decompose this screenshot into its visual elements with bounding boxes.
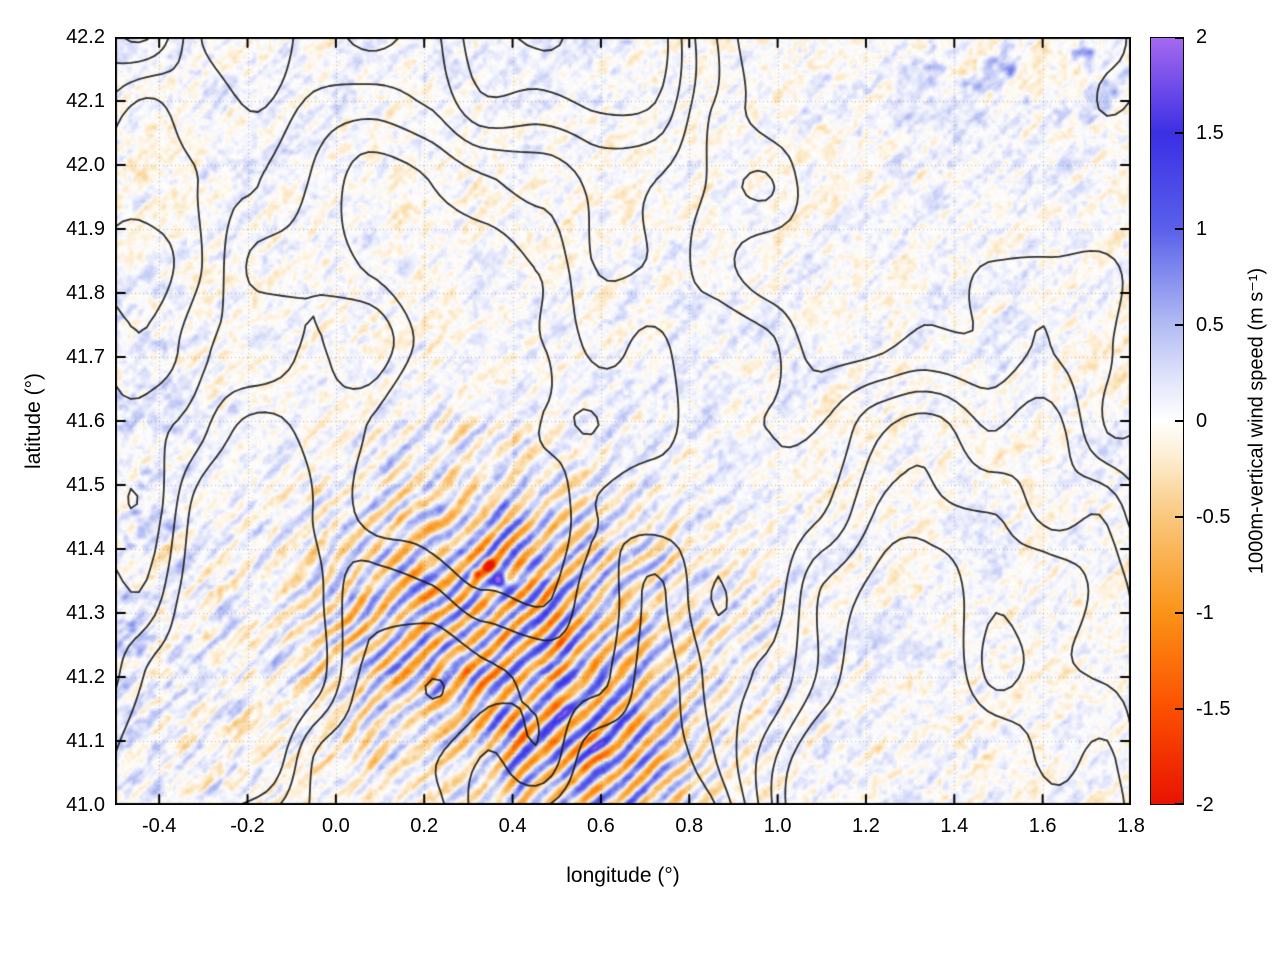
x-tick-label: 1.0 [763, 815, 792, 837]
colorbar-tick-label: 1.5 [1196, 122, 1224, 144]
colorbar-tick-mark [1175, 420, 1183, 422]
colorbar-tick-label: 1 [1196, 218, 1208, 240]
y-tick-label: 42.0 [66, 154, 105, 176]
y-tick-label: 41.3 [66, 602, 105, 624]
y-tick-label: 41.8 [66, 282, 105, 304]
x-tick-label: 1.4 [940, 815, 969, 837]
colorbar-tick-mark [1175, 324, 1183, 326]
x-tick-label: -0.2 [230, 815, 265, 837]
x-axis-label: longitude (°) [566, 864, 680, 887]
colorbar-tick-label: -1.5 [1196, 698, 1231, 720]
x-tick-label: 0.2 [410, 815, 439, 837]
y-tick-label: 41.4 [66, 538, 105, 560]
y-tick-label: 41.0 [66, 794, 105, 816]
colorbar-tick-label: 0 [1196, 410, 1208, 432]
y-tick-label: 41.7 [66, 346, 105, 368]
x-tick-label: 1.6 [1028, 815, 1057, 837]
y-tick-label: 42.2 [66, 26, 105, 48]
colorbar-tick-mark [1175, 612, 1183, 614]
colorbar-tick-mark [1175, 803, 1183, 805]
x-tick-label: 0.4 [498, 815, 527, 837]
colorbar-tick-label: 0.5 [1196, 314, 1224, 336]
colorbar-tick-mark [1175, 228, 1183, 230]
colorbar-tick-mark [1175, 516, 1183, 518]
x-tick-label: -0.4 [141, 815, 177, 837]
y-tick-label: 41.5 [66, 474, 105, 496]
x-tick-label: 1.2 [852, 815, 880, 837]
colorbar-tick-label: 2 [1196, 26, 1208, 48]
y-tick-label: 41.2 [66, 666, 105, 688]
y-tick-label: 42.1 [66, 90, 105, 112]
heatmap-canvas [115, 37, 1131, 805]
colorbar-tick-mark [1175, 37, 1183, 39]
y-tick-label: 41.6 [66, 410, 105, 432]
x-tick-label: 0.0 [321, 815, 350, 837]
y-axis-label: latitude (°) [22, 373, 45, 469]
colorbar-tick-label: -1 [1196, 602, 1214, 624]
x-tick-label: 0.8 [675, 815, 704, 837]
colorbar-tick-label: -2 [1196, 794, 1214, 816]
y-tick-label: 41.1 [66, 730, 105, 752]
x-tick-label: 1.8 [1117, 815, 1145, 837]
colorbar-tick-mark [1175, 132, 1183, 134]
colorbar-tick-label: -0.5 [1196, 506, 1231, 528]
colorbar-tick-mark [1175, 708, 1183, 710]
x-tick-label: 0.6 [587, 815, 615, 837]
colorbar-label: 1000m-vertical wind speed (m s⁻¹) [1245, 267, 1268, 575]
y-tick-label: 41.9 [66, 218, 105, 240]
